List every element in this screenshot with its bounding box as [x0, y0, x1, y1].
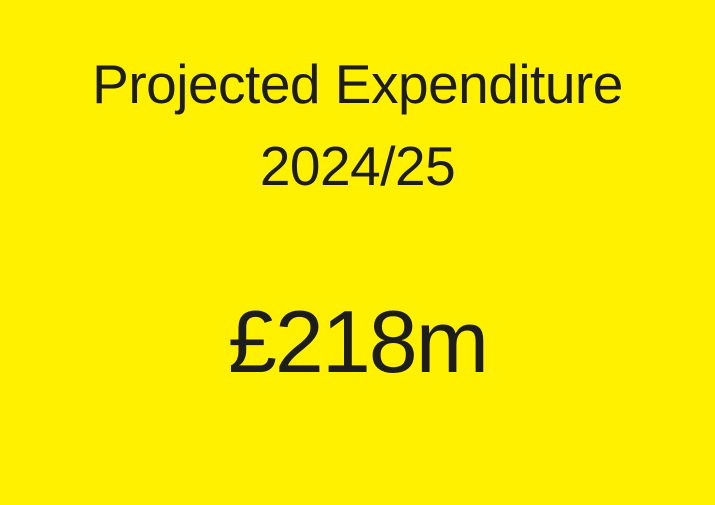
- kpi-title-line1: Projected Expenditure: [92, 53, 623, 115]
- kpi-value: £218m: [227, 292, 489, 391]
- kpi-title: Projected Expenditure 2024/25: [0, 43, 715, 207]
- kpi-title-line2: 2024/25: [259, 135, 456, 197]
